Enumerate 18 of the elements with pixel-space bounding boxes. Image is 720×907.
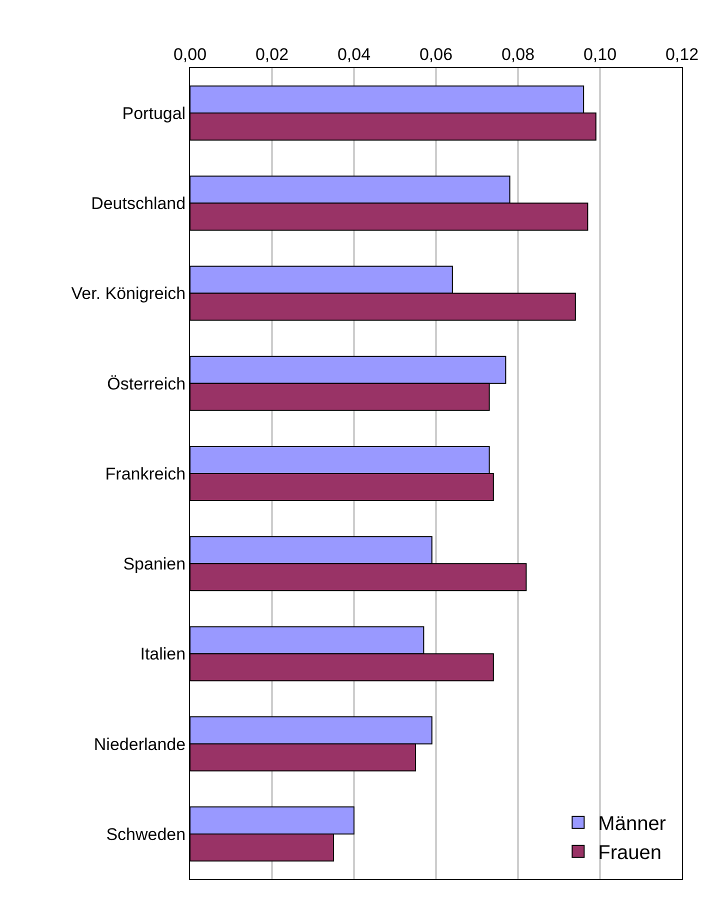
x-tick-label: 0,02 (255, 45, 289, 64)
y-tick-label: Deutschland (91, 194, 186, 214)
legend-label: Frauen (598, 842, 662, 864)
y-tick-label: Ver. Königreich (71, 284, 186, 304)
y-tick-label: Österreich (107, 374, 186, 394)
y-tick-label: Schweden (106, 824, 186, 844)
y-tick-label: Frankreich (105, 464, 186, 484)
x-tick-label: 0,00 (173, 45, 207, 64)
legend-label: Männer (598, 813, 666, 836)
x-tick-label: 0,10 (583, 45, 617, 64)
x-tick-label: 0,12 (665, 45, 699, 64)
x-tick-label: 0,06 (419, 45, 453, 64)
y-tick-label: Italien (140, 644, 186, 664)
y-tick-label: Portugal (122, 104, 186, 124)
y-tick-label: Niederlande (94, 734, 186, 754)
x-tick-label: 0,08 (501, 45, 535, 64)
y-tick-label: Spanien (123, 554, 186, 574)
x-tick-label: 0,04 (337, 45, 371, 64)
